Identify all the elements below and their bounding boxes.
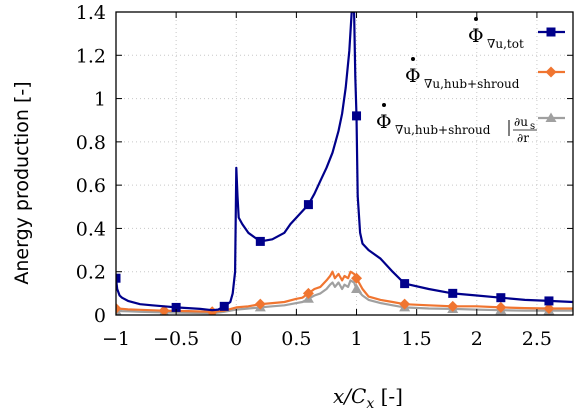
series-total-marker: [496, 293, 506, 303]
series-total-marker: [303, 200, 313, 210]
x-axis-title: x/Cx [-]: [333, 384, 403, 412]
series-total-marker: [219, 301, 229, 311]
series-total-marker: [352, 111, 362, 121]
series-hub-shroud-marker: [543, 303, 555, 315]
y-axis-label: Anergy production [-]: [11, 81, 33, 284]
y-tick-label: 0.8: [76, 132, 106, 154]
series-hub-shroud-marker: [447, 300, 459, 312]
series-hub-shroud-marker: [254, 298, 266, 310]
legend-subscript: ∇u,hub+shroud: [395, 123, 491, 137]
x-tick-label: −0.5: [153, 328, 199, 350]
x-tick-label: 1: [350, 328, 362, 350]
legend-marker: [545, 112, 557, 122]
x-tick-label: 1.5: [402, 328, 432, 350]
series-hub-shroud-line: [116, 270, 573, 313]
series-hub-shroud-marker: [351, 272, 363, 284]
series-hub-shroud: [116, 270, 573, 315]
legend-marker: [545, 66, 557, 78]
legend-frac-num-sub: s: [530, 121, 535, 132]
legend-subscript: ∇u,hub+shroud: [424, 77, 520, 91]
series-hub-shroud-dudr-marker: [351, 283, 363, 294]
series-layer: [116, 12, 573, 315]
series-hub-shroud-dudr-line: [116, 279, 573, 315]
series-hub-shroud-marker: [158, 305, 170, 315]
y-tick-label: 0.6: [76, 175, 106, 197]
legend-symbol: Φ: [405, 65, 421, 87]
series-total-marker: [544, 296, 554, 306]
x-tick-label: 0: [230, 328, 242, 350]
legend-marker: [546, 27, 556, 37]
x-tick-label: −1: [102, 328, 130, 350]
legend-dot: [474, 17, 478, 21]
x-tick-label: 2: [471, 328, 483, 350]
x-tick-label: 0.5: [281, 328, 311, 350]
series-total-marker: [116, 273, 121, 283]
x-axis-label: x/Cx [-]: [333, 384, 403, 412]
series-total-marker: [448, 288, 458, 298]
legend-frac-den: ∂r: [517, 131, 529, 145]
series-hub-shroud-marker: [399, 298, 411, 310]
y-tick-label: 1.2: [76, 45, 106, 67]
series-total-line: [116, 12, 573, 312]
y-tick-label: 1: [94, 89, 106, 111]
series-hub-shroud-marker: [116, 303, 122, 315]
y-tick-label: 0: [94, 305, 106, 327]
legend-dot: [382, 103, 386, 107]
series-hub-shroud-marker: [495, 301, 507, 313]
plot-frame: [115, 11, 574, 316]
legend-symbol: Φ: [468, 25, 484, 47]
legend-dot: [411, 57, 415, 61]
legend-symbol: Φ: [376, 111, 392, 133]
y-tick-label: 0.4: [76, 218, 106, 240]
legend-frac-num: ∂u: [514, 115, 528, 129]
series-hub-shroud-marker: [302, 287, 314, 299]
grid: [115, 11, 573, 316]
series-total: [116, 12, 573, 312]
y-tick-label: 0.2: [76, 262, 106, 284]
series-total-marker: [255, 236, 265, 246]
series-total-marker: [400, 279, 410, 289]
series-total-marker: [171, 302, 181, 312]
x-tick-label: 2.5: [522, 328, 552, 350]
legend-subscript: ∇u,tot: [487, 37, 524, 51]
y-tick-label: 1.4: [76, 2, 106, 24]
axis-ticks: −1 −0.5 0 0.5 1 1.5 2 2.5 0 0.2 0.4 0.6 0.8 1 1.2 1.4: [76, 2, 573, 350]
